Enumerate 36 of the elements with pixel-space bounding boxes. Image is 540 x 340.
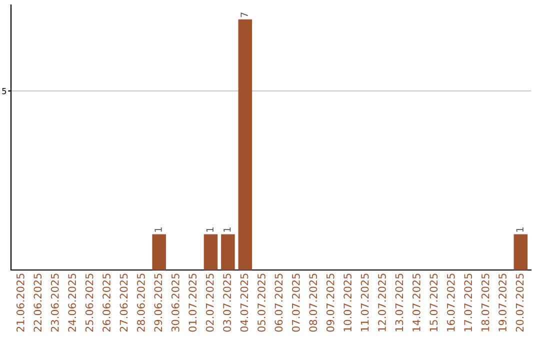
x-tick-label: 28.06.2025	[137, 274, 145, 332]
x-tick-label: 22.06.2025	[34, 274, 42, 332]
x-tick-label: 29.06.2025	[154, 274, 162, 332]
x-tick-label: 20.07.2025	[516, 274, 524, 332]
x-tick-label: 06.07.2025	[274, 274, 283, 332]
x-tick-label: 26.06.2025	[102, 274, 110, 332]
x-tick-label: 23.06.2025	[50, 274, 59, 332]
x-tick-label: 27.06.2025	[120, 274, 128, 332]
x-tick-label: 12.07.2025	[378, 274, 386, 332]
x-tick-label: 02.07.2025	[206, 274, 214, 332]
x-tick-label: 04.07.2025	[240, 274, 248, 332]
data-label: 1	[224, 228, 231, 232]
data-label: 7	[240, 12, 248, 18]
x-tick-label: 14.07.2025	[412, 274, 420, 332]
x-tick-label: 03.07.2025	[223, 274, 231, 332]
x-tick-label: 18.07.2025	[481, 274, 490, 332]
x-tick-label: 15.07.2025	[430, 274, 438, 332]
x-tick-label: 11.07.2025	[360, 274, 369, 332]
x-tick-label: 08.07.2025	[309, 274, 318, 332]
x-tick-label: 16.07.2025	[446, 274, 455, 332]
y-tick-label: 5	[2, 88, 6, 94]
x-tick-label: 07.07.2025	[292, 274, 300, 332]
x-tick-label: 30.06.2025	[171, 274, 180, 332]
x-tick-label: 19.07.2025	[498, 274, 506, 332]
data-label: 1	[206, 228, 214, 232]
data-label: 1	[154, 228, 162, 232]
data-label: 1	[516, 228, 524, 232]
x-tick-label: 01.07.2025	[188, 274, 197, 332]
x-tick-label: 17.07.2025	[464, 274, 472, 332]
x-tick-label: 21.06.2025	[16, 274, 24, 332]
x-tick-label: 13.07.2025	[395, 274, 404, 332]
x-tick-label: 05.07.2025	[258, 274, 266, 332]
x-tick-label: 09.07.2025	[326, 274, 334, 332]
x-tick-label: 24.06.2025	[68, 274, 76, 332]
x-tick-label: 10.07.2025	[344, 274, 352, 332]
x-tick-label: 25.06.2025	[85, 274, 94, 332]
